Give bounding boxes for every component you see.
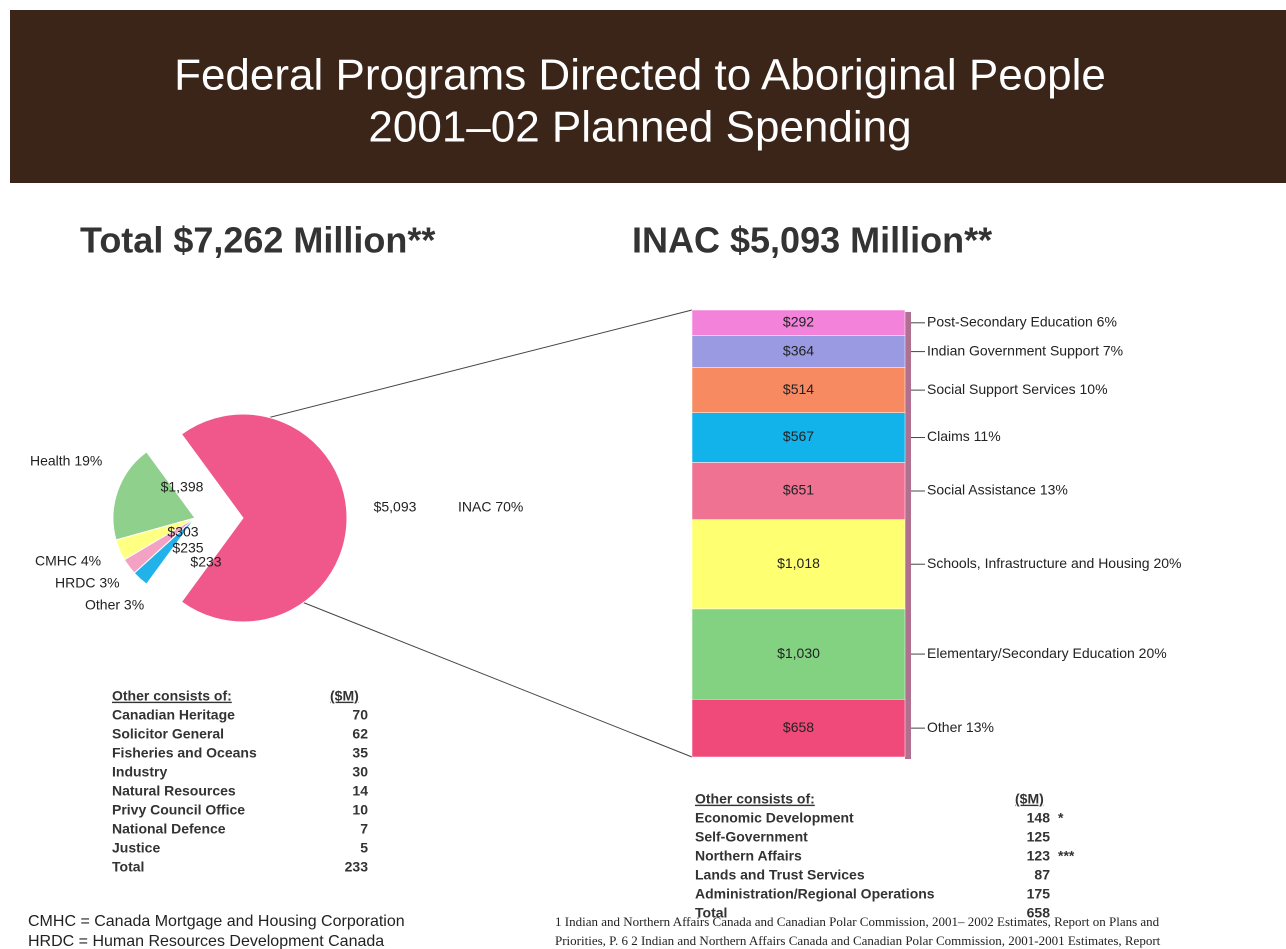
table-cell: 5 [360,840,368,856]
table-cell: Lands and Trust Services [695,867,865,883]
title-line: Federal Programs Directed to Aboriginal … [174,51,1106,100]
table-cell: Privy Council Office [112,802,245,818]
category-label: Indian Government Support 7% [927,342,1123,358]
table-cell: Solicitor General [112,726,224,742]
pie-slice [133,517,196,585]
value-label: $514 [783,381,814,397]
pie-slice [180,413,348,623]
bar-segment [691,462,906,520]
table-cell: Justice [112,840,160,856]
category-label: Post-Secondary Education 6% [927,314,1117,330]
category-label: Other 3% [85,597,144,613]
zoom-line [227,309,693,429]
title-line: 2001–02 Planned Spending [368,103,911,152]
table-unit: ($M) [1015,791,1044,807]
table-note: *** [1058,848,1075,864]
table-cell: Administration/Regional Operations [695,886,935,902]
table-cell: 35 [352,745,368,761]
value-label: $292 [783,314,814,330]
bar-shadow [905,312,911,759]
category-label: Schools, Infrastructure and Housing 20% [927,555,1181,571]
bar-segment [691,412,906,463]
table-cell: 148 [1027,810,1051,826]
table-cell: Self-Government [695,829,808,845]
bar-segment [691,309,906,336]
bar-segment [691,608,906,700]
table-cell: Canadian Heritage [112,707,235,723]
table-cell: 62 [352,726,368,742]
table-cell: 175 [1027,886,1051,902]
table-cell: 70 [352,707,368,723]
table-cell: 87 [1034,867,1050,883]
table-cell: Natural Resources [112,783,236,799]
value-label: $1,398 [161,479,204,495]
pie-slice [112,451,196,541]
value-label: $1,018 [777,555,820,571]
table-cell: 658 [1027,905,1051,921]
table-cell: Industry [112,764,167,780]
value-label: $567 [783,428,814,444]
table-unit: ($M) [330,688,359,704]
header-band [10,10,1286,183]
bar-segment [691,335,906,368]
value-label: $1,030 [777,645,820,661]
bar-segment [691,367,906,413]
abbreviation: HRDC = Human Resources Development Canad… [28,933,384,949]
value-label: $651 [783,482,814,498]
category-label: INAC 70% [458,499,523,515]
value-label: $364 [783,342,814,358]
category-label: Social Assistance 13% [927,482,1068,498]
table-cell: 30 [352,764,368,780]
value-label: $303 [167,524,198,540]
bar-segment [691,519,906,610]
table-cell: 14 [352,783,368,799]
footnote: Priorities, P. 6 2 Indian and Northern A… [555,933,1161,948]
category-label: Health 19% [30,453,102,469]
table-cell: 123 [1027,848,1051,864]
table-cell: Total [695,905,727,921]
value-label: $658 [783,719,814,735]
table-heading: Other consists of: [112,688,232,704]
table-cell: Total [112,859,144,875]
category-label: Claims 11% [927,428,1001,444]
table-cell: 125 [1027,829,1051,845]
value-label: $233 [190,554,221,570]
category-label: Other 13% [927,719,994,735]
category-label: CMHC 4% [35,553,101,569]
category-label: Elementary/Secondary Education 20% [927,645,1167,661]
bar-title: INAC $5,093 Million** [632,220,992,261]
zoom-line [291,597,693,758]
category-label: HRDC 3% [55,575,120,591]
abbreviation: CMHC = Canada Mortgage and Housing Corpo… [28,913,405,930]
table-cell: Northern Affairs [695,848,802,864]
table-cell: 10 [352,802,368,818]
table-cell: Fisheries and Oceans [112,745,257,761]
table-heading: Other consists of: [695,791,815,807]
table-note: * [1058,810,1064,826]
value-label: $5,093 [374,499,417,515]
table-cell: 7 [360,821,368,837]
table-cell: 233 [345,859,369,875]
table-cell: Economic Development [695,810,854,826]
footnote: 1 Indian and Northern Affairs Canada and… [555,914,1160,929]
category-label: Social Support Services 10% [927,381,1108,397]
table-cell: National Defence [112,821,226,837]
pie-title: Total $7,262 Million** [80,220,435,261]
value-label: $235 [172,540,203,556]
